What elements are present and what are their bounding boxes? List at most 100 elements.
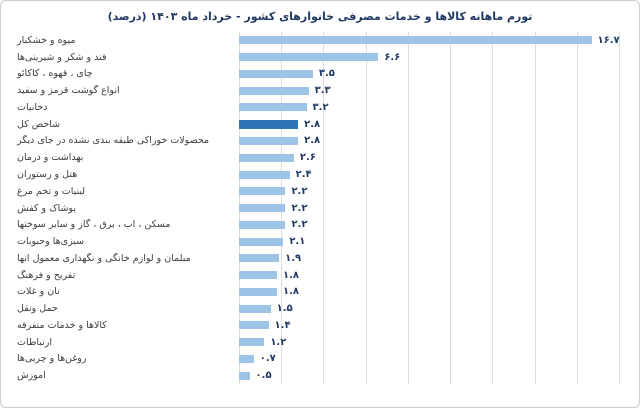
chart-row: محصولات خوراکی طبقه بندی نشده در جای دیگ… <box>7 133 639 150</box>
bar-cell: ۱.۹ <box>239 253 619 264</box>
chart-row: چای ، قهوه ، کاکائو ۳.۵ <box>7 66 639 83</box>
bar-cell: ۲.۴ <box>239 169 619 180</box>
chart-row: روغن‌ها و چربی‌ها ۰.۷ <box>7 351 639 368</box>
bar <box>239 204 286 213</box>
chart-row: لبنیات و تخم مرغ ۲.۲ <box>7 183 639 200</box>
bar <box>239 237 284 246</box>
category-label: محصولات خوراکی طبقه بندی نشده در جای دیگ… <box>17 135 210 147</box>
category-label: شاخص کل <box>17 118 61 130</box>
gridline <box>407 32 409 384</box>
gridline <box>619 32 620 384</box>
category-label: روغن‌ها و چربی‌ها <box>17 353 87 365</box>
value-label: ۲.۲ <box>291 185 308 197</box>
bar-cell: ۳.۲ <box>239 102 619 113</box>
category-label: کالاها و خدمات متفرقه <box>17 319 107 331</box>
bar-highlight <box>239 119 299 129</box>
category-label: میوه و خشکبار <box>17 34 76 46</box>
bar <box>239 354 254 363</box>
bar-cell: ۲.۲ <box>239 219 619 230</box>
chart-row: قند و شکر و شیرینی‌ها ۶.۶ <box>7 49 639 66</box>
value-label: ۲.۱ <box>289 236 306 248</box>
gridline <box>576 32 578 384</box>
value-label: ۱۶.۷ <box>597 34 620 46</box>
category-label: آموزش <box>17 370 46 382</box>
value-label: ۱.۲ <box>270 336 287 348</box>
chart-row: پوشاک و کفش ۲.۲ <box>7 200 639 217</box>
chart-row: سبزی‌ها وحبوبات ۲.۱ <box>7 233 639 250</box>
bar-cell: ۲.۱ <box>239 236 619 247</box>
value-label: ۲.۲ <box>291 202 308 214</box>
category-label: چای ، قهوه ، کاکائو <box>17 68 93 80</box>
bar <box>239 53 379 62</box>
bar <box>239 170 290 179</box>
chart-row: مسکن ، آب ، برق ، گاز و سایر سوختها ۲.۲ <box>7 216 639 233</box>
value-label: ۲.۶ <box>299 152 316 164</box>
chart-row: انواع گوشت قرمز و سفید ۳.۳ <box>7 82 639 99</box>
value-label: ۲.۸ <box>304 135 321 147</box>
bar-cell: ۶.۶ <box>239 52 619 63</box>
value-label: ۰.۷ <box>259 353 276 365</box>
bar-cell: ۱.۸ <box>239 270 619 281</box>
bar <box>239 304 271 313</box>
bar <box>239 136 299 145</box>
value-label: ۳.۳ <box>314 85 331 97</box>
value-label: ۱.۵ <box>276 303 293 315</box>
bar-cell: ۳.۵ <box>239 68 619 79</box>
bar <box>239 103 307 112</box>
chart-row: ارتباطات ۱.۲ <box>7 334 639 351</box>
value-label: ۱.۹ <box>285 252 302 264</box>
category-label: انواع گوشت قرمز و سفید <box>17 85 120 97</box>
category-label: مبلمان و لوازم خانگی و نگهداری معمول آنه… <box>17 252 191 264</box>
chart-row: بهداشت و درمان ۲.۶ <box>7 149 639 166</box>
gridline <box>492 32 494 384</box>
bar <box>239 371 250 380</box>
category-label: حمل ونقل <box>17 303 58 315</box>
category-label: پوشاک و کفش <box>17 202 76 214</box>
gridline <box>450 32 452 384</box>
bar-cell: ۲.۸ <box>239 135 619 146</box>
bar <box>239 254 280 263</box>
bar-cell: ۲.۸ <box>239 119 619 130</box>
chart-row: میوه و خشکبار ۱۶.۷ <box>7 32 639 49</box>
category-label: مسکن ، آب ، برق ، گاز و سایر سوختها <box>17 219 171 231</box>
bar <box>239 287 277 296</box>
bar <box>239 187 286 196</box>
value-label: ۲.۴ <box>295 169 312 180</box>
bar-cell: ۲.۲ <box>239 203 619 214</box>
bar <box>239 69 313 78</box>
category-label: سبزی‌ها وحبوبات <box>17 236 85 248</box>
chart-row: نان و غلات ۱.۸ <box>7 283 639 300</box>
value-label: ۱.۸ <box>283 269 300 281</box>
chart-row: کالاها و خدمات متفرقه ۱.۴ <box>7 317 639 334</box>
value-label: ۳.۲ <box>312 101 329 113</box>
bar <box>239 220 286 229</box>
value-label: ۲.۲ <box>291 219 308 231</box>
gridline <box>323 32 325 384</box>
category-label: بهداشت و درمان <box>17 152 84 164</box>
bar <box>239 321 269 330</box>
category-label: هتل و رستوران <box>17 169 78 180</box>
bar <box>239 86 309 95</box>
chart-row: هتل و رستوران ۲.۴ <box>7 166 639 183</box>
category-label: نان و غلات <box>17 286 60 298</box>
bar <box>239 153 294 162</box>
chart-row: تفریح و فرهنگ ۱.۸ <box>7 267 639 284</box>
bar-cell: ۲.۲ <box>239 186 619 197</box>
bar-cell: ۱.۸ <box>239 286 619 297</box>
bar-cell: ۱۶.۷ <box>239 34 620 46</box>
value-label: ۱.۸ <box>283 286 300 298</box>
bar-cell: ۲.۶ <box>239 152 619 163</box>
gridline <box>534 32 536 384</box>
chart-row: آموزش ۰.۵ <box>7 367 639 384</box>
bar-cell: ۱.۴ <box>239 320 619 331</box>
bar-cell: ۳.۳ <box>239 85 619 96</box>
category-label: تفریح و فرهنگ <box>17 269 76 281</box>
bar <box>239 36 592 45</box>
value-label: ۱.۴ <box>274 319 291 331</box>
value-label: ۲.۸ <box>304 118 321 130</box>
bar-cell: ۱.۲ <box>239 337 619 348</box>
chart-row: مبلمان و لوازم خانگی و نگهداری معمول آنه… <box>7 250 639 267</box>
value-label: ۳.۵ <box>318 68 335 80</box>
category-label: قند و شکر و شیرینی‌ها <box>17 51 107 63</box>
